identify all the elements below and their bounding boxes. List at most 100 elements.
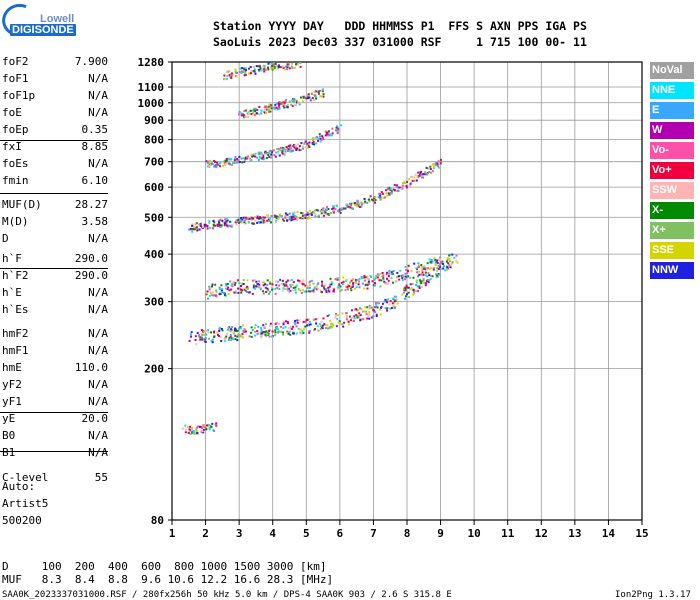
echo-point bbox=[312, 289, 315, 292]
echo-point bbox=[379, 307, 382, 309]
param-row-d: D N/A bbox=[2, 232, 108, 249]
echo-point bbox=[231, 164, 233, 167]
echo-point bbox=[200, 426, 203, 428]
echo-point bbox=[267, 154, 270, 156]
echo-point bbox=[304, 320, 307, 323]
echo-point bbox=[252, 279, 254, 282]
echo-point bbox=[349, 286, 352, 289]
echo-point bbox=[274, 62, 277, 65]
echo-point bbox=[404, 265, 407, 268]
header-line-2: SaoLuis 2023 Dec03 337 031000 RSF 1 715 … bbox=[213, 35, 587, 49]
echo-point bbox=[352, 319, 355, 322]
echo-point bbox=[284, 325, 287, 328]
echo-point bbox=[195, 429, 198, 432]
echo-point bbox=[208, 220, 211, 223]
echo-point bbox=[252, 155, 255, 158]
echo-point bbox=[269, 322, 272, 325]
echo-point bbox=[231, 283, 234, 285]
echo-point bbox=[260, 151, 263, 154]
echo-point bbox=[455, 259, 458, 262]
echo-point bbox=[325, 326, 328, 329]
echo-point bbox=[372, 315, 375, 318]
echo-point bbox=[309, 323, 312, 326]
echo-point bbox=[212, 291, 215, 294]
echo-point bbox=[384, 281, 387, 284]
echo-point bbox=[437, 166, 440, 169]
echo-point bbox=[263, 108, 266, 111]
echo-point bbox=[268, 152, 271, 155]
echo-point bbox=[250, 218, 253, 221]
echo-point bbox=[230, 288, 233, 291]
echo-point bbox=[271, 330, 274, 333]
echo-point bbox=[259, 216, 262, 218]
echo-point bbox=[305, 213, 308, 216]
echo-point bbox=[262, 216, 265, 219]
echo-point bbox=[255, 285, 258, 288]
param-name: yE bbox=[2, 412, 16, 425]
echo-point bbox=[291, 62, 293, 65]
echo-point bbox=[307, 285, 310, 288]
echo-point bbox=[424, 271, 427, 274]
echo-point bbox=[193, 225, 196, 228]
echo-point bbox=[299, 289, 302, 292]
echo-point bbox=[198, 228, 201, 231]
echo-point bbox=[396, 302, 399, 305]
param-value: 290.0 bbox=[74, 252, 108, 265]
echo-point bbox=[362, 318, 365, 321]
echo-point bbox=[213, 165, 216, 168]
echo-point bbox=[284, 68, 287, 71]
echo-point bbox=[355, 308, 358, 311]
echo-point bbox=[400, 274, 403, 277]
echo-point bbox=[221, 219, 224, 222]
echo-point bbox=[379, 197, 382, 200]
echo-point bbox=[261, 281, 264, 284]
echo-point bbox=[429, 165, 432, 168]
echo-point bbox=[283, 147, 286, 150]
echo-point bbox=[399, 269, 402, 272]
echo-point bbox=[425, 282, 427, 285]
echo-point bbox=[201, 427, 203, 430]
echo-point bbox=[428, 258, 431, 261]
param-value: N/A bbox=[88, 106, 108, 119]
echo-point bbox=[285, 284, 288, 287]
echo-point bbox=[378, 195, 381, 198]
echo-point bbox=[358, 278, 361, 280]
echo-point bbox=[313, 91, 316, 94]
echo-point bbox=[269, 217, 272, 220]
echo-point bbox=[358, 312, 361, 315]
echo-point bbox=[273, 66, 276, 69]
param-name: MUF(D) bbox=[2, 198, 42, 211]
echo-point bbox=[195, 222, 198, 225]
echo-point bbox=[392, 272, 394, 275]
echo-point bbox=[269, 110, 272, 113]
echo-point bbox=[304, 284, 307, 287]
echo-point bbox=[214, 160, 216, 163]
echo-point bbox=[271, 288, 274, 291]
echo-point bbox=[351, 309, 353, 312]
legend-item-noval: NoVal bbox=[650, 62, 694, 79]
echo-point bbox=[267, 332, 270, 335]
echo-point bbox=[434, 273, 437, 276]
echo-point bbox=[325, 213, 328, 216]
echo-point bbox=[295, 325, 298, 328]
echo-point bbox=[336, 125, 338, 128]
echo-point bbox=[426, 262, 429, 265]
echo-point bbox=[434, 162, 437, 165]
echo-point bbox=[313, 94, 316, 97]
echo-point bbox=[223, 74, 226, 77]
echo-point bbox=[437, 275, 439, 278]
echo-point bbox=[416, 290, 419, 293]
echo-point bbox=[284, 216, 287, 219]
param-value: 8.85 bbox=[81, 140, 109, 153]
echo-point bbox=[233, 159, 236, 162]
echo-point bbox=[234, 291, 237, 294]
echo-point bbox=[428, 171, 431, 174]
echo-point bbox=[353, 315, 356, 318]
echo-point bbox=[259, 221, 262, 224]
echo-point bbox=[417, 171, 420, 174]
echo-point bbox=[326, 209, 328, 212]
echo-point bbox=[268, 335, 271, 338]
echo-point bbox=[304, 217, 307, 219]
echo-point bbox=[230, 158, 233, 161]
echo-point bbox=[266, 279, 269, 282]
